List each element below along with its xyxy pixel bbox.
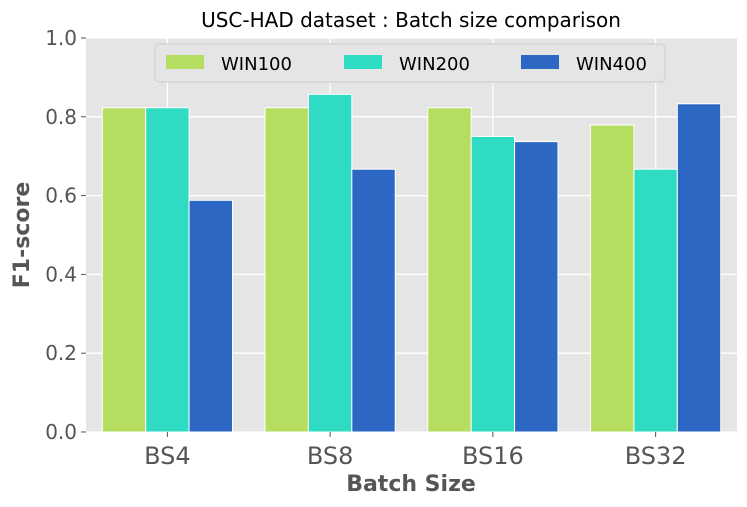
x-tick-label: BS16 (462, 442, 524, 470)
bar-win100-bs32 (590, 124, 635, 433)
x-tick-label: BS4 (144, 442, 191, 470)
bar-win100-bs4 (101, 107, 147, 433)
bar-win400-bs16 (514, 141, 559, 433)
y-tick-label: 1.0 (45, 26, 77, 50)
y-axis-ticks: 0.0 0.2 0.4 0.6 0.8 1.0 (45, 26, 86, 444)
legend-items: WIN100 WIN200 WIN400 (166, 54, 647, 75)
bars (101, 93, 722, 433)
y-tick-label: 0.0 (45, 420, 77, 444)
y-tick-label: 0.8 (45, 105, 77, 129)
bar-win100-bs16 (427, 107, 472, 433)
bar-win200-bs4 (145, 107, 190, 433)
x-tick-label: BS8 (307, 442, 354, 470)
bar-win200-bs32 (633, 168, 678, 433)
legend: WIN100 WIN200 WIN400 (154, 43, 666, 83)
legend-box (154, 43, 666, 83)
y-tick-label: 0.2 (45, 341, 77, 365)
x-tick-label: BS32 (625, 442, 687, 470)
bar-win200-bs8 (307, 93, 353, 433)
bar-win400-bs32 (676, 103, 722, 433)
y-axis-label: F1-score (10, 182, 35, 289)
chart-title: USC-HAD dataset : Batch size comparison (201, 8, 621, 32)
legend-swatch-win400 (521, 55, 559, 69)
legend-swatch-win200 (344, 55, 382, 69)
legend-swatch-win100 (166, 55, 204, 69)
legend-label-win200: WIN200 (399, 54, 470, 75)
bar-win400-bs4 (188, 199, 233, 433)
x-axis-ticks: BS4 BS8 BS16 BS32 (144, 432, 687, 470)
y-tick-label: 0.6 (45, 184, 77, 208)
bar-win200-bs16 (470, 136, 516, 433)
x-axis-label: Batch Size (346, 472, 476, 497)
legend-label-win400: WIN400 (576, 54, 647, 75)
bar-win400-bs8 (351, 168, 396, 433)
bar-win100-bs8 (264, 107, 309, 433)
y-tick-label: 0.4 (45, 262, 77, 286)
legend-label-win100: WIN100 (221, 54, 292, 75)
